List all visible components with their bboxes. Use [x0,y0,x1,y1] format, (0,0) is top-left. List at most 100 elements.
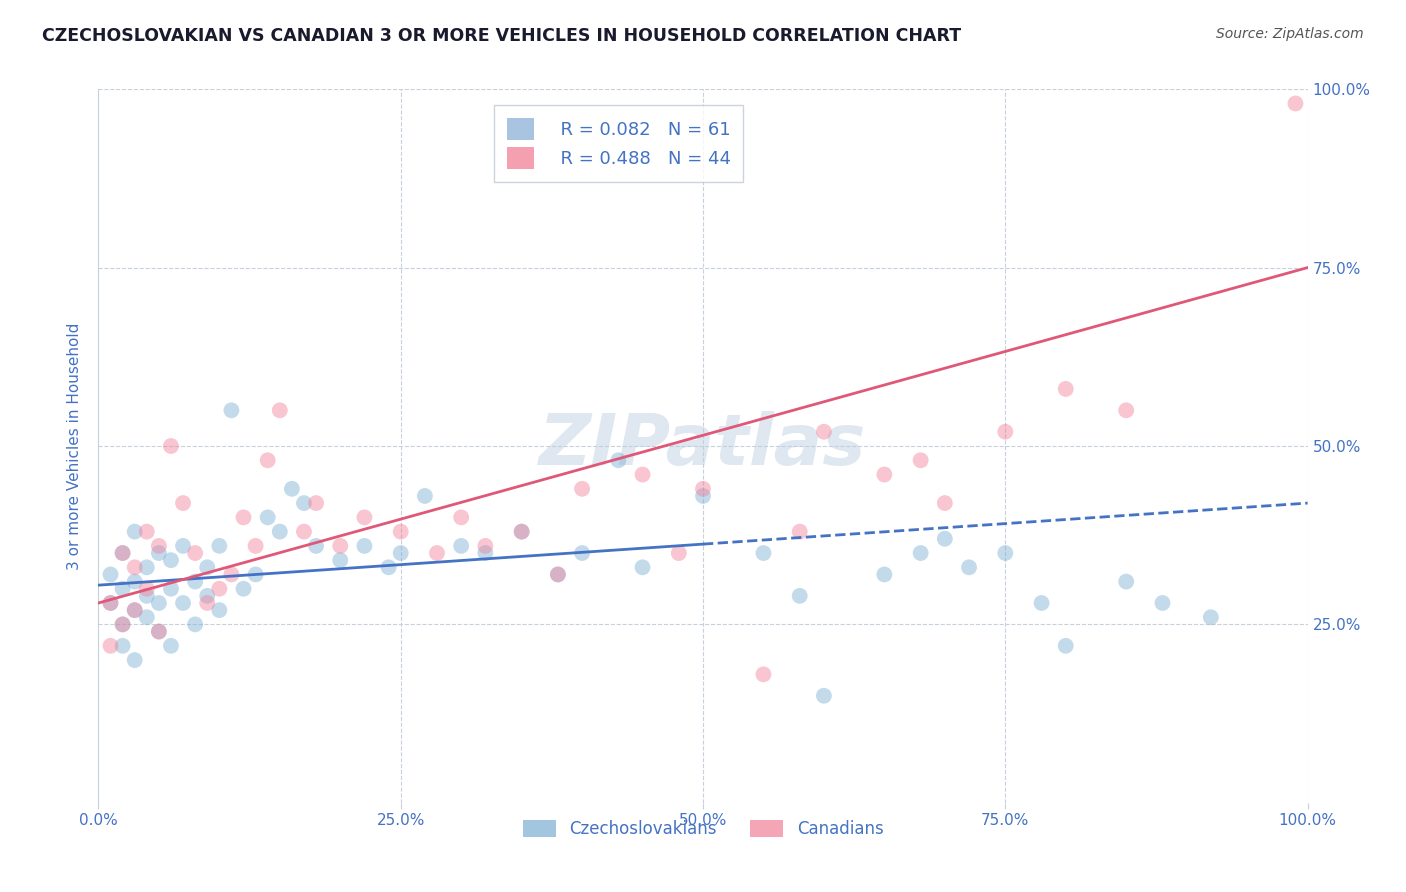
Point [1284,96,1306,111]
Point [256,453,278,467]
Point [111,617,134,632]
Point [172,496,194,510]
Point [631,560,654,574]
Point [124,603,146,617]
Point [873,467,896,482]
Point [292,496,315,510]
Point [245,539,267,553]
Point [232,510,254,524]
Point [111,546,134,560]
Point [389,546,412,560]
Point [329,539,352,553]
Y-axis label: 3 or more Vehicles in Household: 3 or more Vehicles in Household [67,322,83,570]
Point [256,510,278,524]
Point [692,489,714,503]
Point [957,560,980,574]
Point [474,539,496,553]
Point [910,453,932,467]
Point [221,403,243,417]
Point [208,539,231,553]
Point [474,546,496,560]
Point [1152,596,1174,610]
Point [135,560,157,574]
Point [269,524,291,539]
Point [195,589,218,603]
Point [172,596,194,610]
Point [111,546,134,560]
Point [994,546,1017,560]
Point [100,596,122,610]
Point [1199,610,1222,624]
Point [135,589,157,603]
Point [1115,403,1137,417]
Point [100,596,122,610]
Point [148,539,170,553]
Point [631,467,654,482]
Legend: Czechoslovakians, Canadians: Czechoslovakians, Canadians [516,813,890,845]
Point [135,582,157,596]
Point [305,539,328,553]
Point [813,689,835,703]
Point [160,439,183,453]
Point [195,596,218,610]
Point [1115,574,1137,589]
Point [208,603,231,617]
Point [184,574,207,589]
Point [752,667,775,681]
Text: CZECHOSLOVAKIAN VS CANADIAN 3 OR MORE VEHICLES IN HOUSEHOLD CORRELATION CHART: CZECHOSLOVAKIAN VS CANADIAN 3 OR MORE VE… [42,27,962,45]
Point [426,546,449,560]
Point [1054,382,1077,396]
Point [547,567,569,582]
Point [269,403,291,417]
Point [160,582,183,596]
Point [934,496,956,510]
Point [111,639,134,653]
Point [148,624,170,639]
Point [547,567,569,582]
Point [135,610,157,624]
Point [789,524,811,539]
Text: ZIPatlas: ZIPatlas [540,411,866,481]
Point [510,524,533,539]
Point [148,596,170,610]
Point [752,546,775,560]
Text: Source: ZipAtlas.com: Source: ZipAtlas.com [1216,27,1364,41]
Point [994,425,1017,439]
Point [124,560,146,574]
Point [413,489,436,503]
Point [172,539,194,553]
Point [389,524,412,539]
Point [160,639,183,653]
Point [100,639,122,653]
Point [910,546,932,560]
Point [450,539,472,553]
Point [1031,596,1053,610]
Point [184,617,207,632]
Point [232,582,254,596]
Point [124,574,146,589]
Point [305,496,328,510]
Point [124,524,146,539]
Point [668,546,690,560]
Point [789,589,811,603]
Point [111,582,134,596]
Point [160,553,183,567]
Point [100,567,122,582]
Point [353,539,375,553]
Point [692,482,714,496]
Point [571,482,593,496]
Point [124,653,146,667]
Point [607,453,630,467]
Point [571,546,593,560]
Point [148,624,170,639]
Point [208,582,231,596]
Point [934,532,956,546]
Point [148,546,170,560]
Point [221,567,243,582]
Point [124,603,146,617]
Point [195,560,218,574]
Point [353,510,375,524]
Point [292,524,315,539]
Point [377,560,399,574]
Point [281,482,304,496]
